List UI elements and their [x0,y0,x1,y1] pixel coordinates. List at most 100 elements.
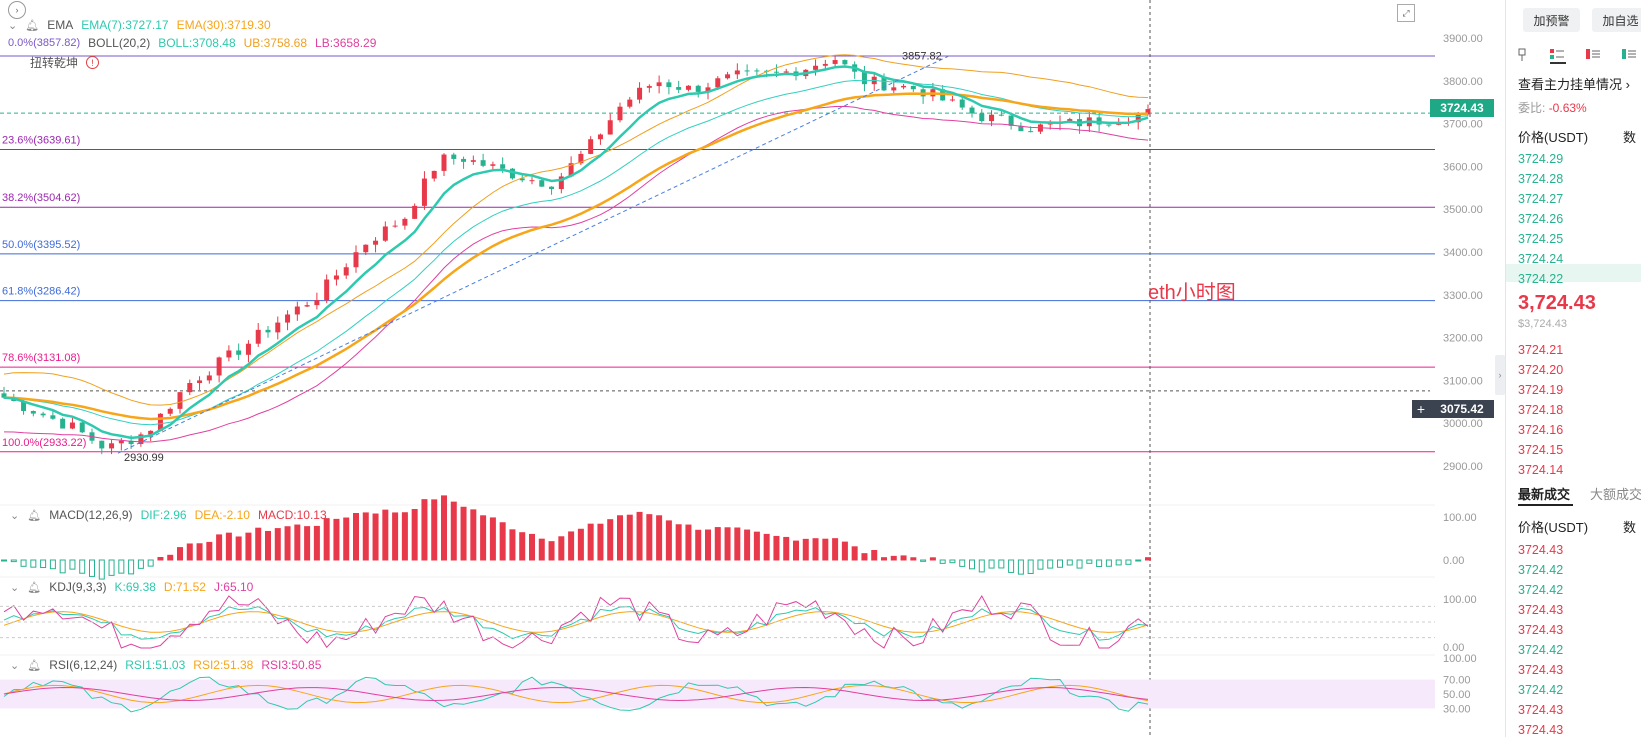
macd-bar [783,536,790,561]
trade-row[interactable]: 3724.43 [1518,623,1564,637]
trade-row[interactable]: 3724.43 [1518,663,1564,677]
collapse-icon[interactable]: ⌄ [8,19,18,32]
macd-bar [949,559,956,564]
candle-body [206,375,212,381]
candle-body [40,413,46,416]
chevron-icon[interactable]: › [8,1,26,19]
order-book-panel: 加预警 加自选 查看主力挂单情况 › 委比: -0.63% 价格(USDT) 数… [1505,0,1641,737]
macd-bar [470,509,477,561]
macd-bar [617,515,623,561]
rsi2-line [3,684,1149,704]
bid-row[interactable]: 3724.18 [1518,403,1564,417]
ask-row[interactable]: 3724.25 [1518,232,1564,246]
bell-icon[interactable]: 🔔︎ [27,509,42,522]
macd-bar [157,556,164,561]
macd-bar [1037,559,1044,570]
bid-row[interactable]: 3724.20 [1518,363,1564,377]
macd-bar [79,559,86,574]
trade-row[interactable]: 3724.43 [1518,603,1564,617]
candle-body [490,164,496,166]
macd-bar [636,511,643,561]
collapse-icon[interactable]: ⌄ [10,509,20,522]
rsi-legend[interactable]: ⌄ 🔔︎ RSI(6,12,24) RSI1:51.03 RSI2:51.38 … [10,658,321,672]
bell-icon[interactable]: 🔔︎ [27,659,42,672]
orderbook-bids-icon[interactable] [1622,48,1638,62]
tab-large-trades[interactable]: 大额成交 [1590,487,1641,502]
macd-bar [744,529,751,561]
trade-row[interactable]: 3724.42 [1518,583,1564,597]
orderbook-default-icon[interactable] [1550,48,1566,64]
orderbook-both-icon[interactable] [1518,48,1534,62]
bell-icon[interactable]: 🔔︎ [27,581,42,594]
trade-row[interactable]: 3724.42 [1518,563,1564,577]
ask-row[interactable]: 3724.26 [1518,212,1564,226]
crosshair-price-tag: 3075.42 [1430,400,1494,418]
tab-underline [1518,504,1573,506]
candle-body [627,99,633,107]
macd-bar [714,527,721,561]
macd-bar [196,543,203,561]
macd-bar [969,559,975,570]
macd-bar [186,543,193,561]
bid-row[interactable]: 3724.14 [1518,463,1564,477]
add-crosshair-icon[interactable]: + [1412,400,1430,418]
candle-body [773,71,779,73]
bid-row[interactable]: 3724.15 [1518,443,1564,457]
chart-area[interactable]: 3900.00 3800.00 3700.00 3600.00 3500.00 3400.… [0,0,1505,737]
trade-row[interactable]: 3724.43 [1518,543,1564,557]
ask-row[interactable]: 3724.28 [1518,172,1564,186]
bid-row[interactable]: 3724.21 [1518,343,1564,357]
chart-annotation[interactable]: eth小时图 [1148,282,1236,304]
macd-bar [1105,559,1112,567]
candle-body [734,70,740,75]
bell-icon[interactable]: 🔔︎ [25,19,40,32]
price-axis-label: 3700.00 [1443,119,1483,131]
candle-body [832,60,838,64]
collapse-icon[interactable]: ⌄ [10,659,20,672]
macd-bar [30,559,37,568]
candle-body [754,70,760,72]
macd-bar [10,559,17,563]
collapse-icon[interactable]: ⌄ [10,581,20,594]
add-alert-button[interactable]: 加预警 [1523,8,1580,32]
candle-body [109,443,115,449]
bid-row[interactable]: 3724.16 [1518,423,1564,437]
tab-latest-trades[interactable]: 最新成交 [1518,487,1571,502]
add-watchlist-button[interactable]: 加自选 [1592,8,1641,32]
fib-label: 23.6%(3639.61) [2,134,80,146]
candle-body [167,408,173,414]
macd-bar [294,524,301,561]
ask-row[interactable]: 3724.29 [1518,152,1564,166]
ask-row[interactable]: 3724.27 [1518,192,1564,206]
fullscreen-icon[interactable]: ⤢ [1397,4,1415,22]
boll-legend[interactable]: 0.0%(3857.82) BOLL(20,2) BOLL:3708.48 UB… [8,36,376,50]
pattern-legend[interactable]: 扭转乾坤 ! [30,54,100,71]
trade-row[interactable]: 3724.42 [1518,643,1564,657]
macd-bar [225,532,232,561]
candlestick-chart[interactable]: 3900.00 3800.00 3700.00 3600.00 3500.00 3400.… [0,0,1505,737]
macd-bar [1086,559,1093,564]
trade-row[interactable]: 3724.42 [1518,683,1564,697]
trade-row[interactable]: 3724.43 [1518,723,1564,737]
macd-bar [597,523,604,561]
rsi-axis-label: 50.00 [1443,689,1471,701]
rsi3-line [3,686,1149,702]
ask-row[interactable]: 3724.24 [1518,252,1564,266]
trade-row[interactable]: 3724.43 [1518,703,1564,717]
rsi1: RSI1:51.03 [125,658,186,672]
macd-bar [881,557,887,561]
kdj-legend[interactable]: ⌄ 🔔︎ KDJ(9,3,3) K:69.38 D:71.52 J:65.10 [10,580,253,594]
depth-link[interactable]: 查看主力挂单情况 › [1518,77,1630,92]
sidebar-toggle[interactable]: › [1495,355,1505,395]
macd-bar [128,559,135,575]
ask-row[interactable]: 3724.22 [1518,272,1564,286]
ema-legend[interactable]: ⌄ 🔔︎ EMA EMA(7):3727.17 EMA(30):3719.30 [8,18,271,32]
candle-body [226,350,232,358]
orderbook-asks-icon[interactable] [1586,48,1602,62]
bid-row[interactable]: 3724.19 [1518,383,1564,397]
macd-bar [1017,559,1024,575]
macd-legend[interactable]: ⌄ 🔔︎ MACD(12,26,9) DIF:2.96 DEA:-2.10 MA… [10,508,327,522]
candle-body [656,82,662,87]
alert-icon[interactable]: ! [86,56,100,69]
macd-bar [255,527,262,561]
